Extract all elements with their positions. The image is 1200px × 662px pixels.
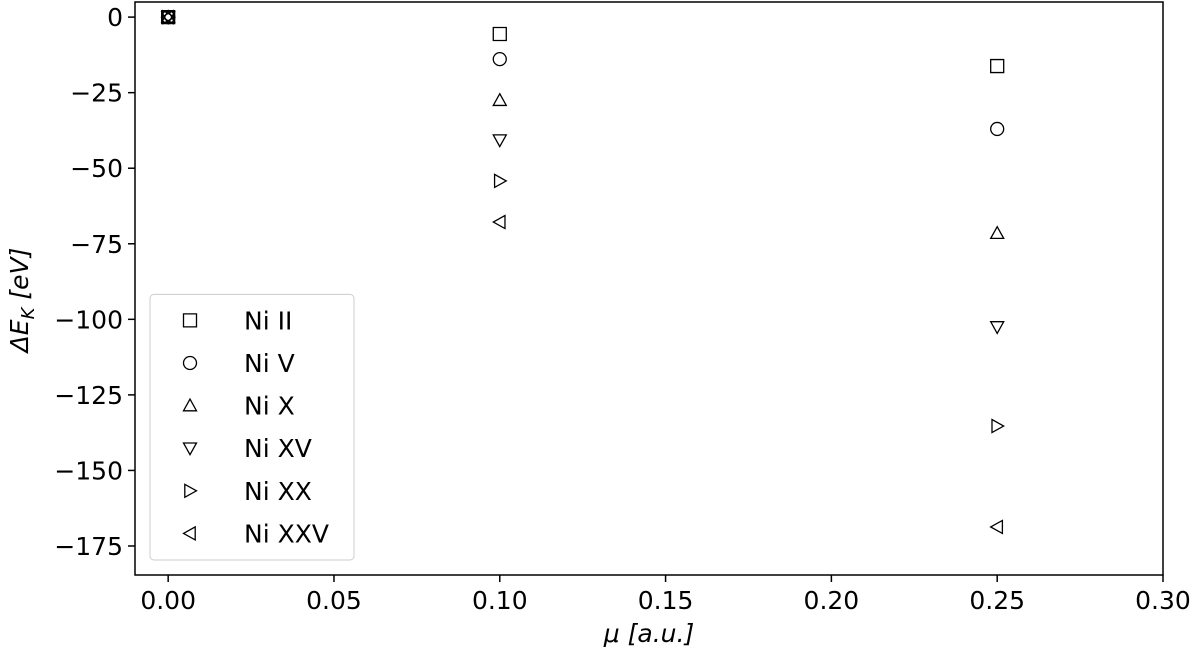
y-tick-label: −100	[54, 305, 123, 334]
data-point	[989, 321, 1005, 335]
y-tick-label: −75	[70, 230, 123, 259]
y-tick-label: −150	[54, 456, 123, 485]
data-point	[990, 58, 1005, 74]
legend-marker	[182, 525, 196, 542]
legend-label: Ni XX	[244, 477, 312, 506]
x-tick-label: 0.10	[472, 586, 528, 615]
data-point	[492, 92, 508, 107]
data-point	[989, 225, 1005, 240]
data-point	[991, 418, 1006, 434]
legend-marker	[182, 397, 198, 412]
legend-label: Ni X	[244, 392, 295, 421]
y-tick-label: −175	[54, 532, 123, 561]
data-point	[491, 214, 506, 230]
data-point	[492, 26, 507, 42]
x-tick-label: 0.15	[638, 586, 694, 615]
legend-label: Ni XV	[244, 434, 312, 463]
x-tick-label: 0.25	[969, 586, 1025, 615]
data-point	[492, 134, 508, 148]
y-tick-label: −125	[54, 381, 123, 410]
x-tick-label: 0.30	[1135, 586, 1191, 615]
plot-frame	[134, 1, 1164, 576]
legend-marker	[182, 442, 198, 457]
legend-marker	[184, 483, 198, 499]
y-tick-label: 0	[107, 3, 123, 32]
y-tick-label: −25	[70, 79, 123, 108]
data-point	[160, 9, 175, 25]
x-axis-label: μ [a.u.]	[603, 619, 694, 648]
legend-marker	[182, 355, 198, 371]
x-tick-label: 0.05	[306, 586, 362, 615]
data-point	[990, 121, 1005, 137]
x-tick-label: 0.20	[804, 586, 860, 615]
data-point	[989, 519, 1004, 535]
x-tick-label: 0.00	[140, 586, 196, 615]
legend-label: Ni II	[244, 306, 292, 335]
data-point	[493, 173, 508, 189]
data-point	[160, 11, 176, 25]
legend-marker	[182, 313, 198, 328]
y-axis-label: ΔEK [eV]	[5, 248, 39, 355]
data-point	[492, 51, 507, 67]
legend-label: Ni XXV	[244, 519, 329, 548]
legend-box	[149, 293, 355, 561]
y-tick-label: −50	[70, 154, 123, 183]
legend-label: Ni V	[244, 349, 295, 378]
